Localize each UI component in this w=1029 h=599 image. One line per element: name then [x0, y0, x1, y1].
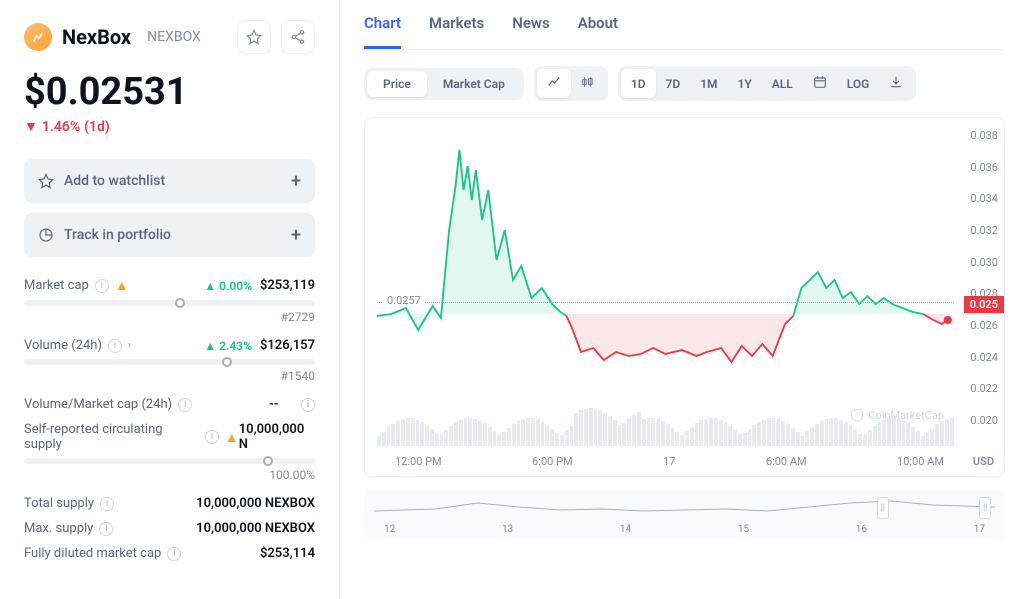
mini-chart-canvas — [374, 495, 995, 517]
calendar-button[interactable] — [803, 69, 837, 98]
total-supply-value: 10,000,000 NEXBOX — [196, 496, 315, 511]
range-all[interactable]: ALL — [762, 69, 803, 98]
download-button[interactable] — [879, 69, 913, 98]
info-icon[interactable]: i — [205, 430, 219, 444]
tab-about[interactable]: About — [578, 14, 618, 49]
info-icon[interactable]: i — [178, 398, 192, 412]
fdmc-value: $253,114 — [260, 546, 315, 561]
coin-name: NexBox — [62, 25, 131, 49]
circ-supply-value: 10,000,000 N — [239, 422, 315, 452]
tab-markets[interactable]: Markets — [429, 14, 484, 49]
calendar-icon — [813, 75, 827, 89]
share-icon — [290, 29, 306, 45]
scrubber-handle-right[interactable]: || — [979, 497, 991, 519]
reference-line — [377, 302, 954, 303]
warning-icon: ▲ — [225, 429, 239, 446]
log-toggle[interactable]: LOG — [837, 69, 880, 98]
main-tabs: Chart Markets News About — [364, 0, 1005, 50]
circ-supply-label: Self-reported circulating supply — [24, 422, 199, 452]
fdmc-label: Fully diluted market cap — [24, 546, 161, 561]
max-supply-value: 10,000,000 NEXBOX — [196, 521, 315, 536]
price-marketcap-toggle: Price Market Cap — [364, 68, 524, 100]
favorite-button[interactable] — [237, 20, 271, 54]
usd-label: USD — [973, 455, 994, 468]
candle-chart-button[interactable] — [571, 69, 605, 98]
price-chart[interactable]: 0.0380.0360.0340.0320.0300.0280.0260.024… — [364, 117, 1005, 477]
info-icon[interactable]: i — [99, 522, 113, 536]
coin-ticker: NEXBOX — [147, 29, 201, 45]
track-portfolio-button[interactable]: Track in portfolio + — [24, 213, 315, 257]
add-watchlist-button[interactable]: Add to watchlist + — [24, 159, 315, 203]
reference-value: 0.0257 — [383, 294, 425, 307]
vol-mc-label: Volume/Market cap (24h) — [24, 397, 172, 412]
tab-news[interactable]: News — [512, 14, 549, 49]
volume-value: $126,157 — [260, 338, 315, 353]
caret-down-icon: ▼ — [24, 118, 38, 135]
x-axis-labels: 12:00 PM6:00 PM176:00 AM10:00 AM — [395, 455, 944, 468]
info-icon[interactable]: i — [167, 547, 181, 561]
price-change: ▼ 1.46% (1d) — [24, 118, 315, 135]
volume-label: Volume (24h) — [24, 338, 102, 353]
tab-chart[interactable]: Chart — [364, 14, 401, 49]
plus-icon: + — [291, 225, 301, 246]
star-icon — [38, 173, 54, 189]
info-icon[interactable]: i — [108, 339, 122, 353]
market-cap-rank: #2729 — [24, 310, 315, 324]
line-chart-icon — [547, 75, 561, 89]
range-1d[interactable]: 1D — [621, 69, 656, 98]
vol-mc-value: -- — [269, 397, 279, 412]
market-cap-value: $253,119 — [260, 278, 315, 293]
coin-logo — [24, 23, 52, 51]
max-supply-label: Max. supply — [24, 521, 93, 536]
scrubber-handle-left[interactable]: || — [877, 497, 889, 519]
price-tab-button[interactable]: Price — [367, 71, 427, 97]
range-scrubber[interactable]: || || 121314151617 — [364, 491, 1005, 539]
info-icon[interactable]: i — [301, 398, 315, 412]
y-axis-labels: 0.0380.0360.0340.0320.0300.0280.0260.024… — [970, 130, 998, 426]
chart-canvas — [377, 130, 954, 390]
price-value: $0.02531 — [24, 70, 315, 114]
circ-pct: 100.00% — [24, 468, 315, 482]
chevron-right-icon[interactable]: › — [128, 340, 131, 351]
market-cap-bar[interactable] — [24, 300, 315, 306]
cmc-icon — [850, 408, 864, 422]
current-price-badge: 0.025 — [964, 296, 1004, 313]
volume-rank: #1540 — [24, 369, 315, 383]
candlestick-icon — [581, 75, 595, 89]
volume-bar[interactable] — [24, 359, 315, 365]
star-icon — [246, 29, 262, 45]
scrubber-labels: 121314151617 — [384, 524, 985, 535]
range-1y[interactable]: 1Y — [728, 69, 762, 98]
download-icon — [889, 75, 903, 89]
plus-icon: + — [291, 171, 301, 192]
caret-up-icon: ▲ 0.00% — [204, 279, 252, 293]
market-cap-label: Market cap — [24, 278, 89, 293]
share-button[interactable] — [281, 20, 315, 54]
range-7d[interactable]: 7D — [656, 69, 691, 98]
range-1m[interactable]: 1M — [690, 69, 727, 98]
line-chart-button[interactable] — [537, 69, 571, 98]
total-supply-label: Total supply — [24, 496, 94, 511]
range-selector: 1D 7D 1M 1Y ALL LOG — [618, 66, 916, 101]
watermark: CoinMarketCap — [850, 408, 944, 422]
warning-icon: ▲ — [115, 277, 129, 294]
info-icon[interactable]: i — [95, 279, 109, 293]
marketcap-tab-button[interactable]: Market Cap — [427, 71, 521, 97]
info-icon[interactable]: i — [100, 497, 114, 511]
circ-bar[interactable] — [24, 458, 315, 464]
pie-icon — [38, 227, 54, 243]
